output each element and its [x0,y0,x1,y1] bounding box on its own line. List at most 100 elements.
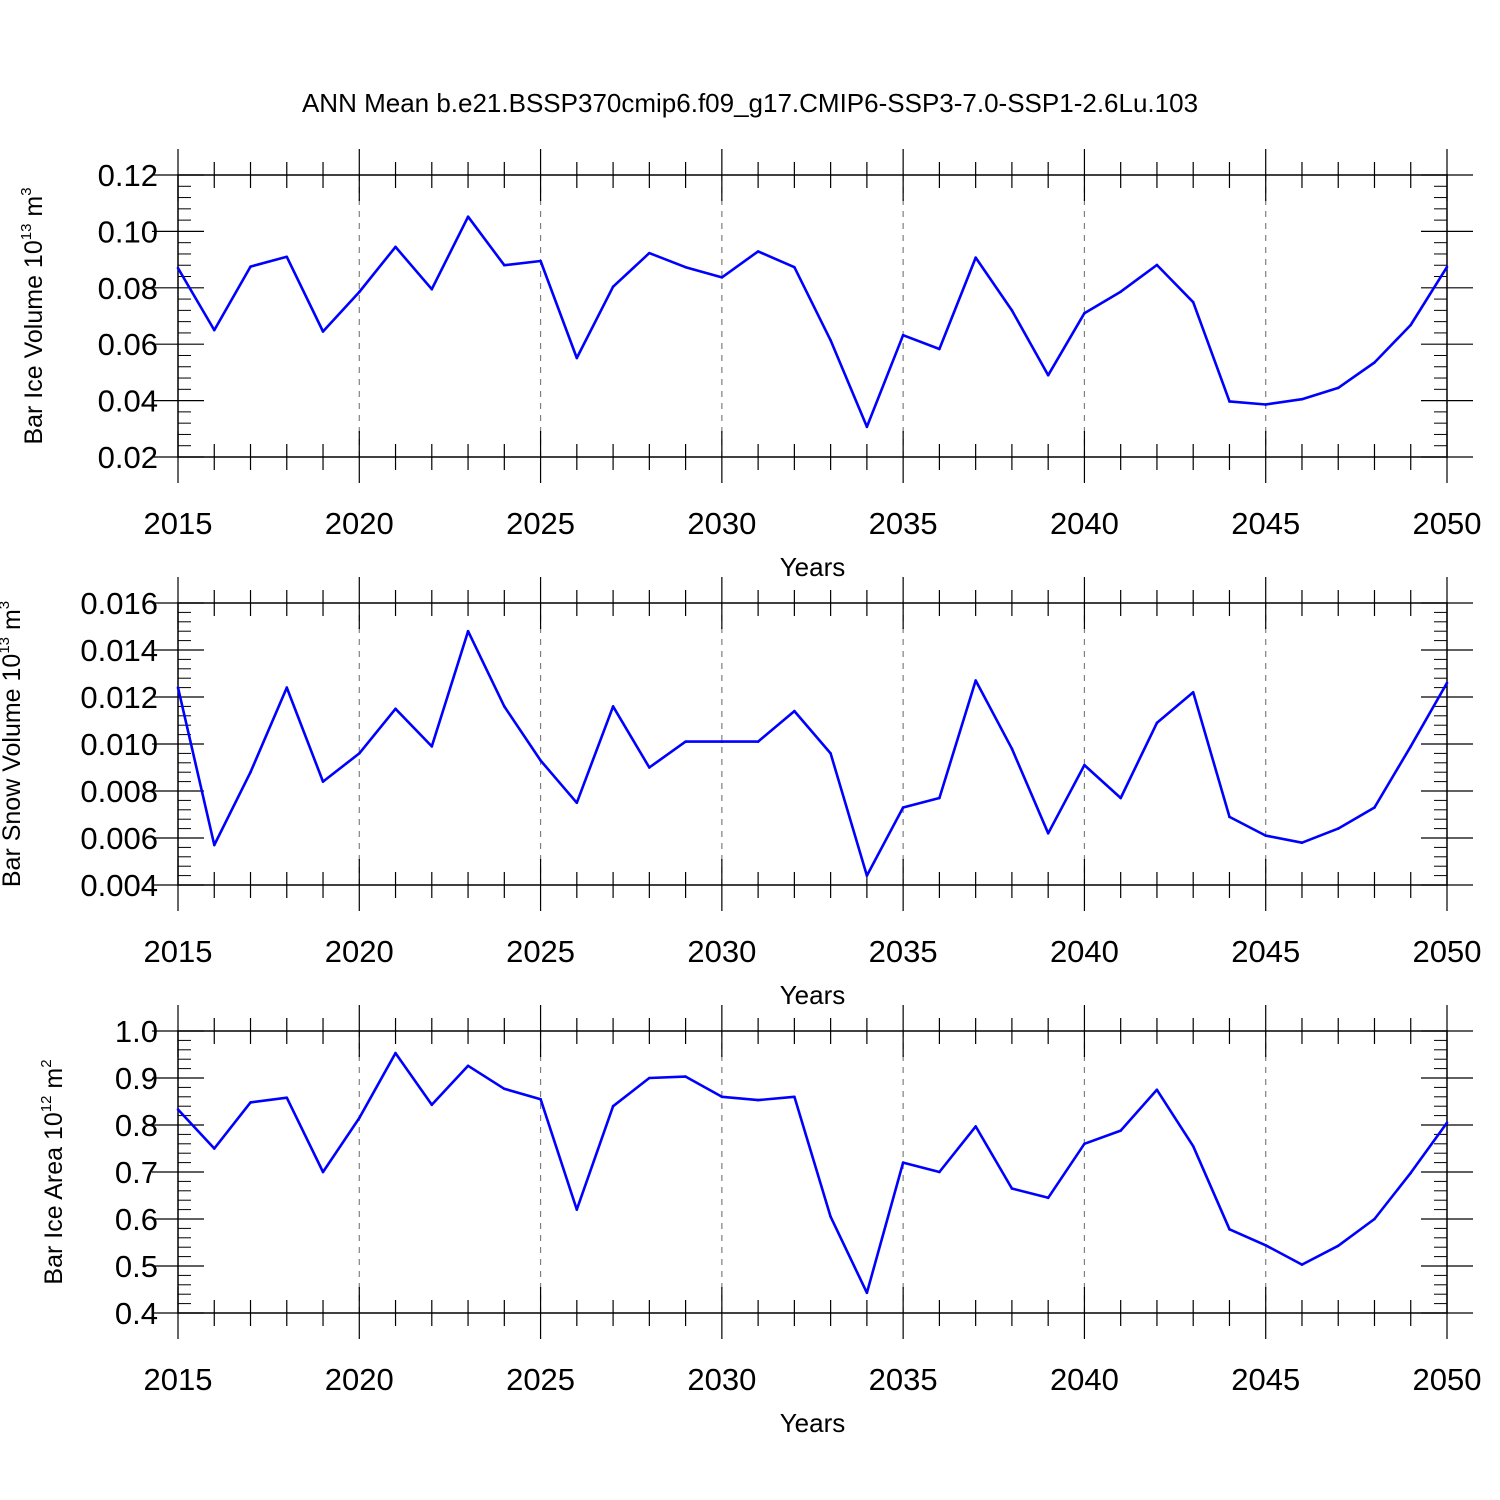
x-tick-label: 2050 [1413,506,1482,541]
data-point [1409,1171,1413,1175]
x-tick-label: 2040 [1050,934,1119,969]
figure-title: ANN Mean b.e21.BSSP370cmip6.f09_g17.CMIP… [302,88,1198,118]
data-point [1409,323,1413,327]
y-tick-label: 0.004 [80,868,158,903]
data-point [1010,309,1014,312]
data-point [357,290,361,294]
data-point [684,1075,687,1078]
data-point [648,251,651,255]
data-point [1373,361,1376,364]
data-point [1010,1187,1014,1190]
x-tick-label: 2020 [325,1362,394,1397]
chart-panel-2: 2015 2020 2025 2030 2035 2040 2045 2050 0.004 0.0… [0,577,1481,1010]
plot-frame [177,1030,1448,1314]
data-point [865,874,869,877]
y-tick-label: 0.016 [80,586,158,621]
data-point [1083,763,1086,767]
data-point [1155,721,1159,725]
data-point [901,1161,905,1164]
y-tick-label: 0.12 [98,158,158,193]
data-point [575,356,579,360]
data-point [938,796,941,800]
data-point [1264,403,1268,406]
data-point [974,256,977,259]
y-tick-label: 0.6 [115,1202,158,1237]
x-tick-label: 2050 [1413,1362,1482,1397]
x-tick-label: 2015 [144,934,213,969]
data-point [394,707,397,711]
data-point [1336,386,1340,390]
data-point [1373,1217,1376,1221]
y-tick-label: 0.010 [80,727,158,762]
data-point [1445,265,1449,269]
data-point [1083,311,1086,315]
data-point [249,1101,252,1104]
data-line [176,215,1449,429]
y-tick-label: 0.02 [98,440,158,475]
data-point [1336,1244,1340,1248]
data-line [177,1051,1449,1295]
data-point [938,347,941,351]
data-point [1155,263,1159,267]
data-point [1191,691,1195,694]
data-point [938,1170,941,1174]
x-axis-title: Years [780,552,846,582]
y-tick-label: 0.7 [115,1155,158,1190]
data-point [1191,300,1195,304]
x-tick-label: 2040 [1050,506,1119,541]
data-point [611,705,615,708]
x-tick-label: 2040 [1050,1362,1119,1397]
data-point [539,259,542,263]
data-point [1300,841,1304,844]
y-tick-label: 0.9 [115,1061,158,1096]
data-point [466,215,470,219]
data-point [829,1215,832,1218]
data-point [1373,806,1376,809]
data-point [1010,747,1014,750]
data-point [466,1064,470,1068]
y-tick-label: 0.8 [115,1108,158,1143]
data-point [829,752,832,755]
data-point [648,1076,651,1080]
data-point [1409,745,1413,748]
data-point [357,752,361,755]
data-point [249,265,252,268]
data-point [394,245,397,249]
x-tick-label: 2025 [506,1362,575,1397]
data-point [611,285,615,288]
data-point [285,686,289,689]
plot-frame [177,174,1448,458]
data-point [539,1097,542,1101]
data-point [503,263,506,267]
data-point [575,1208,579,1211]
data-point [321,780,325,783]
data-point [430,745,434,748]
data-point [285,1096,289,1100]
data-point [285,255,289,259]
data-point [901,333,905,337]
data-point [212,843,216,847]
data-point [793,265,796,269]
y-axis-title: Bar Snow Volume 1013 m3 [0,601,26,887]
data-line [176,629,1449,877]
data-point [1445,1121,1449,1124]
data-point [1336,827,1340,830]
data-point [756,740,760,743]
x-tick-label: 2035 [869,1362,938,1397]
data-point [1228,1228,1231,1231]
data-point [575,801,579,805]
data-point [539,759,542,762]
data-point [176,686,180,689]
data-point [1046,832,1050,835]
data-point [756,250,760,253]
x-tick-label: 2045 [1231,1362,1300,1397]
data-point [503,1087,506,1091]
data-point [503,705,506,708]
data-point [430,1103,434,1107]
data-point [1155,1088,1159,1092]
data-point [357,1116,361,1120]
y-tick-label: 0.10 [98,214,158,249]
x-tick-label: 2030 [687,934,756,969]
data-point [1264,834,1268,837]
